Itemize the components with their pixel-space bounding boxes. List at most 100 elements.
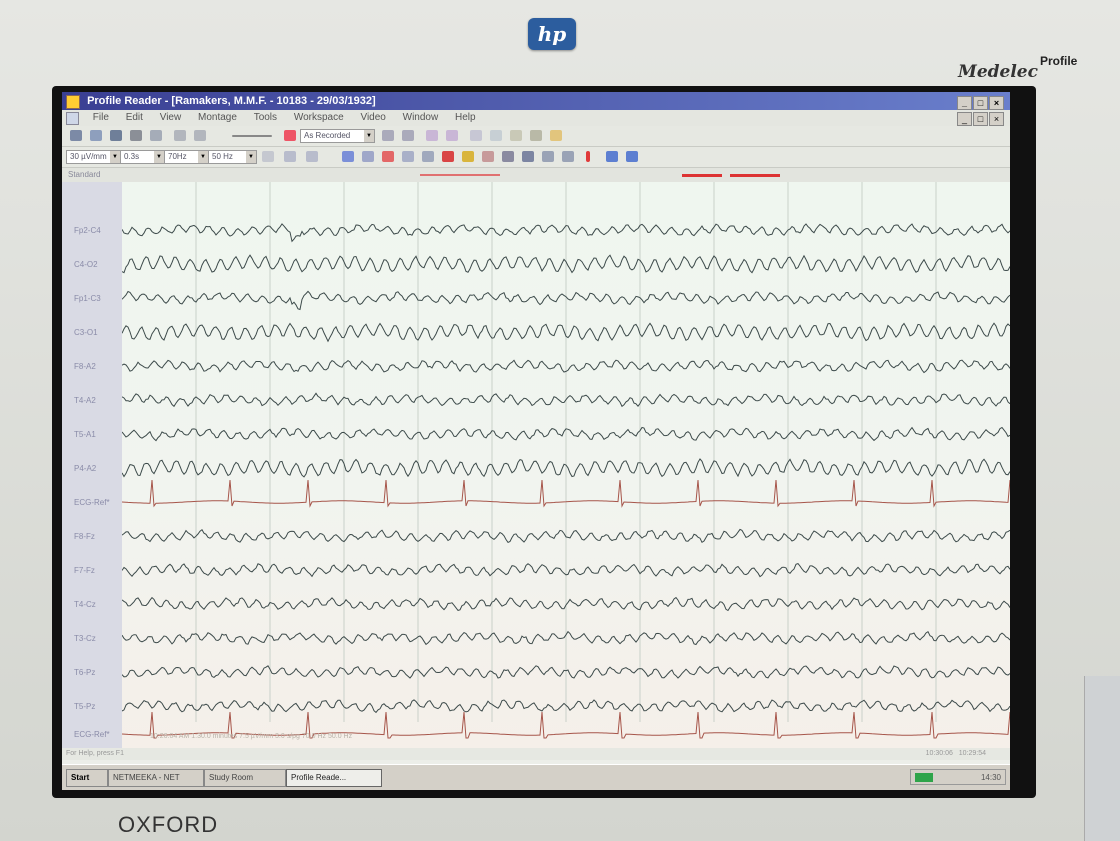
list-icon[interactable] bbox=[422, 151, 434, 162]
jump-end-icon[interactable] bbox=[626, 151, 638, 162]
maximize-button[interactable]: □ bbox=[973, 96, 988, 110]
network-icon[interactable] bbox=[915, 773, 933, 782]
eeg-trace bbox=[122, 392, 1010, 408]
eeg-trace bbox=[122, 458, 1010, 478]
document-icon[interactable] bbox=[66, 112, 79, 125]
minimize-button[interactable]: _ bbox=[957, 96, 972, 110]
channel-label[interactable]: C3-O1 bbox=[74, 328, 98, 337]
measure-icon[interactable] bbox=[490, 130, 502, 141]
start-button[interactable]: Start bbox=[66, 769, 108, 787]
video-icon[interactable] bbox=[342, 151, 354, 162]
taskbar-item-study-room[interactable]: Study Room bbox=[204, 769, 286, 787]
time-navigation-bar[interactable]: Standard bbox=[62, 168, 1010, 182]
channel-down-icon[interactable] bbox=[402, 130, 414, 141]
channel-label-panel: Fp2-C4 C4-O2 Fp1-C3 C3-O1 F8-A2 T4-A2 T5… bbox=[62, 182, 122, 748]
zoom-icon[interactable] bbox=[510, 130, 522, 141]
open-icon[interactable] bbox=[70, 130, 82, 141]
menu-view[interactable]: View bbox=[159, 112, 182, 123]
recorded-combo[interactable]: As Recorded bbox=[300, 129, 375, 143]
camera-icon[interactable] bbox=[362, 151, 374, 162]
montage-name[interactable]: Standard bbox=[68, 170, 101, 179]
print-icon[interactable] bbox=[130, 130, 142, 141]
jump-start-icon[interactable] bbox=[606, 151, 618, 162]
notch-combo[interactable]: 50 Hz bbox=[208, 150, 257, 164]
bookmark-icon[interactable] bbox=[550, 130, 562, 141]
event-marker[interactable] bbox=[730, 174, 780, 177]
timeconstant-combo[interactable]: 0.3s bbox=[120, 150, 165, 164]
eeg-trace-area[interactable] bbox=[122, 182, 1010, 748]
layout-icon[interactable] bbox=[306, 151, 318, 162]
close-button[interactable]: × bbox=[989, 96, 1004, 110]
eeg-trace bbox=[122, 563, 1010, 578]
doc-close-button[interactable]: × bbox=[989, 112, 1004, 126]
eeg-trace bbox=[122, 528, 1010, 544]
new-icon[interactable] bbox=[90, 130, 102, 141]
doc-minimize-button[interactable]: _ bbox=[957, 112, 972, 126]
document-window-controls: _ □ × bbox=[956, 112, 1004, 128]
marker-icon[interactable] bbox=[284, 130, 296, 141]
sensitivity-combo[interactable]: 30 µV/mm bbox=[66, 150, 121, 164]
skip-icon[interactable] bbox=[502, 151, 514, 162]
menu-window[interactable]: Window bbox=[402, 112, 439, 123]
search-icon[interactable] bbox=[530, 130, 542, 141]
montage-icon[interactable] bbox=[262, 151, 274, 162]
doc-restore-button[interactable]: □ bbox=[973, 112, 988, 126]
channel-label[interactable]: P4-A2 bbox=[74, 464, 97, 473]
menu-help[interactable]: Help bbox=[455, 112, 476, 123]
expand-icon[interactable] bbox=[426, 130, 438, 141]
alert-icon[interactable] bbox=[586, 151, 590, 162]
channel-up-icon[interactable] bbox=[382, 130, 394, 141]
taskbar-item-netmeeka[interactable]: NETMEEKA - NET bbox=[108, 769, 204, 787]
menu-file[interactable]: File bbox=[92, 112, 109, 123]
side-device bbox=[1084, 676, 1120, 841]
eeg-trace bbox=[122, 359, 1010, 374]
highfilter-combo[interactable]: 70Hz bbox=[164, 150, 209, 164]
taskbar-item-profile-reader[interactable]: Profile Reade... bbox=[286, 769, 382, 787]
channel-label[interactable]: ECG-Ref* bbox=[74, 730, 110, 739]
preview-icon[interactable] bbox=[150, 130, 162, 141]
channel-label[interactable]: Fp2-C4 bbox=[74, 226, 101, 235]
channel-label[interactable]: F8-A2 bbox=[74, 362, 96, 371]
save-icon[interactable] bbox=[110, 130, 122, 141]
heart-icon[interactable] bbox=[442, 151, 454, 162]
channel-label[interactable]: T3-Cz bbox=[74, 634, 96, 643]
pencil-icon[interactable] bbox=[462, 151, 474, 162]
eeg-trace bbox=[122, 426, 1010, 442]
menu-montage[interactable]: Montage bbox=[197, 112, 237, 123]
channel-label[interactable]: Fp1-C3 bbox=[74, 294, 101, 303]
channel-label[interactable]: F7-Fz bbox=[74, 566, 95, 575]
channel-label[interactable]: T4-A2 bbox=[74, 396, 96, 405]
channel-label[interactable]: T5-A1 bbox=[74, 430, 96, 439]
lock-icon[interactable] bbox=[522, 151, 534, 162]
event-marker[interactable] bbox=[682, 174, 722, 177]
menu-tools[interactable]: Tools bbox=[253, 112, 278, 123]
forward-icon[interactable] bbox=[194, 130, 206, 141]
compress-icon[interactable] bbox=[446, 130, 458, 141]
medelec-brand: Medelec bbox=[958, 62, 1038, 82]
table-icon[interactable] bbox=[542, 151, 554, 162]
hp-logo: hp bbox=[528, 18, 576, 50]
menu-video[interactable]: Video bbox=[360, 112, 386, 123]
channel-label[interactable]: T5-Pz bbox=[74, 702, 96, 711]
eeg-trace bbox=[122, 254, 1010, 274]
grid-icon[interactable] bbox=[284, 151, 296, 162]
eeg-trace bbox=[122, 322, 1010, 343]
channel-label[interactable]: T4-Cz bbox=[74, 600, 96, 609]
speed-slider[interactable] bbox=[232, 135, 272, 137]
select-icon[interactable] bbox=[470, 130, 482, 141]
info-icon[interactable] bbox=[402, 151, 414, 162]
filter-icon[interactable] bbox=[562, 151, 574, 162]
screen: Profile Reader - [Ramakers, M.M.F. - 101… bbox=[62, 92, 1010, 790]
channel-label[interactable]: ECG-Ref* bbox=[74, 498, 110, 507]
back-icon[interactable] bbox=[174, 130, 186, 141]
eeg-trace bbox=[122, 665, 1010, 679]
taskbar: Start NETMEEKA - NET Study Room Profile … bbox=[62, 764, 1010, 790]
menu-workspace[interactable]: Workspace bbox=[293, 112, 344, 123]
channel-label[interactable]: T6-Pz bbox=[74, 668, 96, 677]
event-marker[interactable] bbox=[420, 174, 500, 176]
channel-label[interactable]: C4-O2 bbox=[74, 260, 98, 269]
record-icon[interactable] bbox=[382, 151, 394, 162]
channel-label[interactable]: F8-Fz bbox=[74, 532, 95, 541]
flag-icon[interactable] bbox=[482, 151, 494, 162]
menu-edit[interactable]: Edit bbox=[125, 112, 143, 123]
